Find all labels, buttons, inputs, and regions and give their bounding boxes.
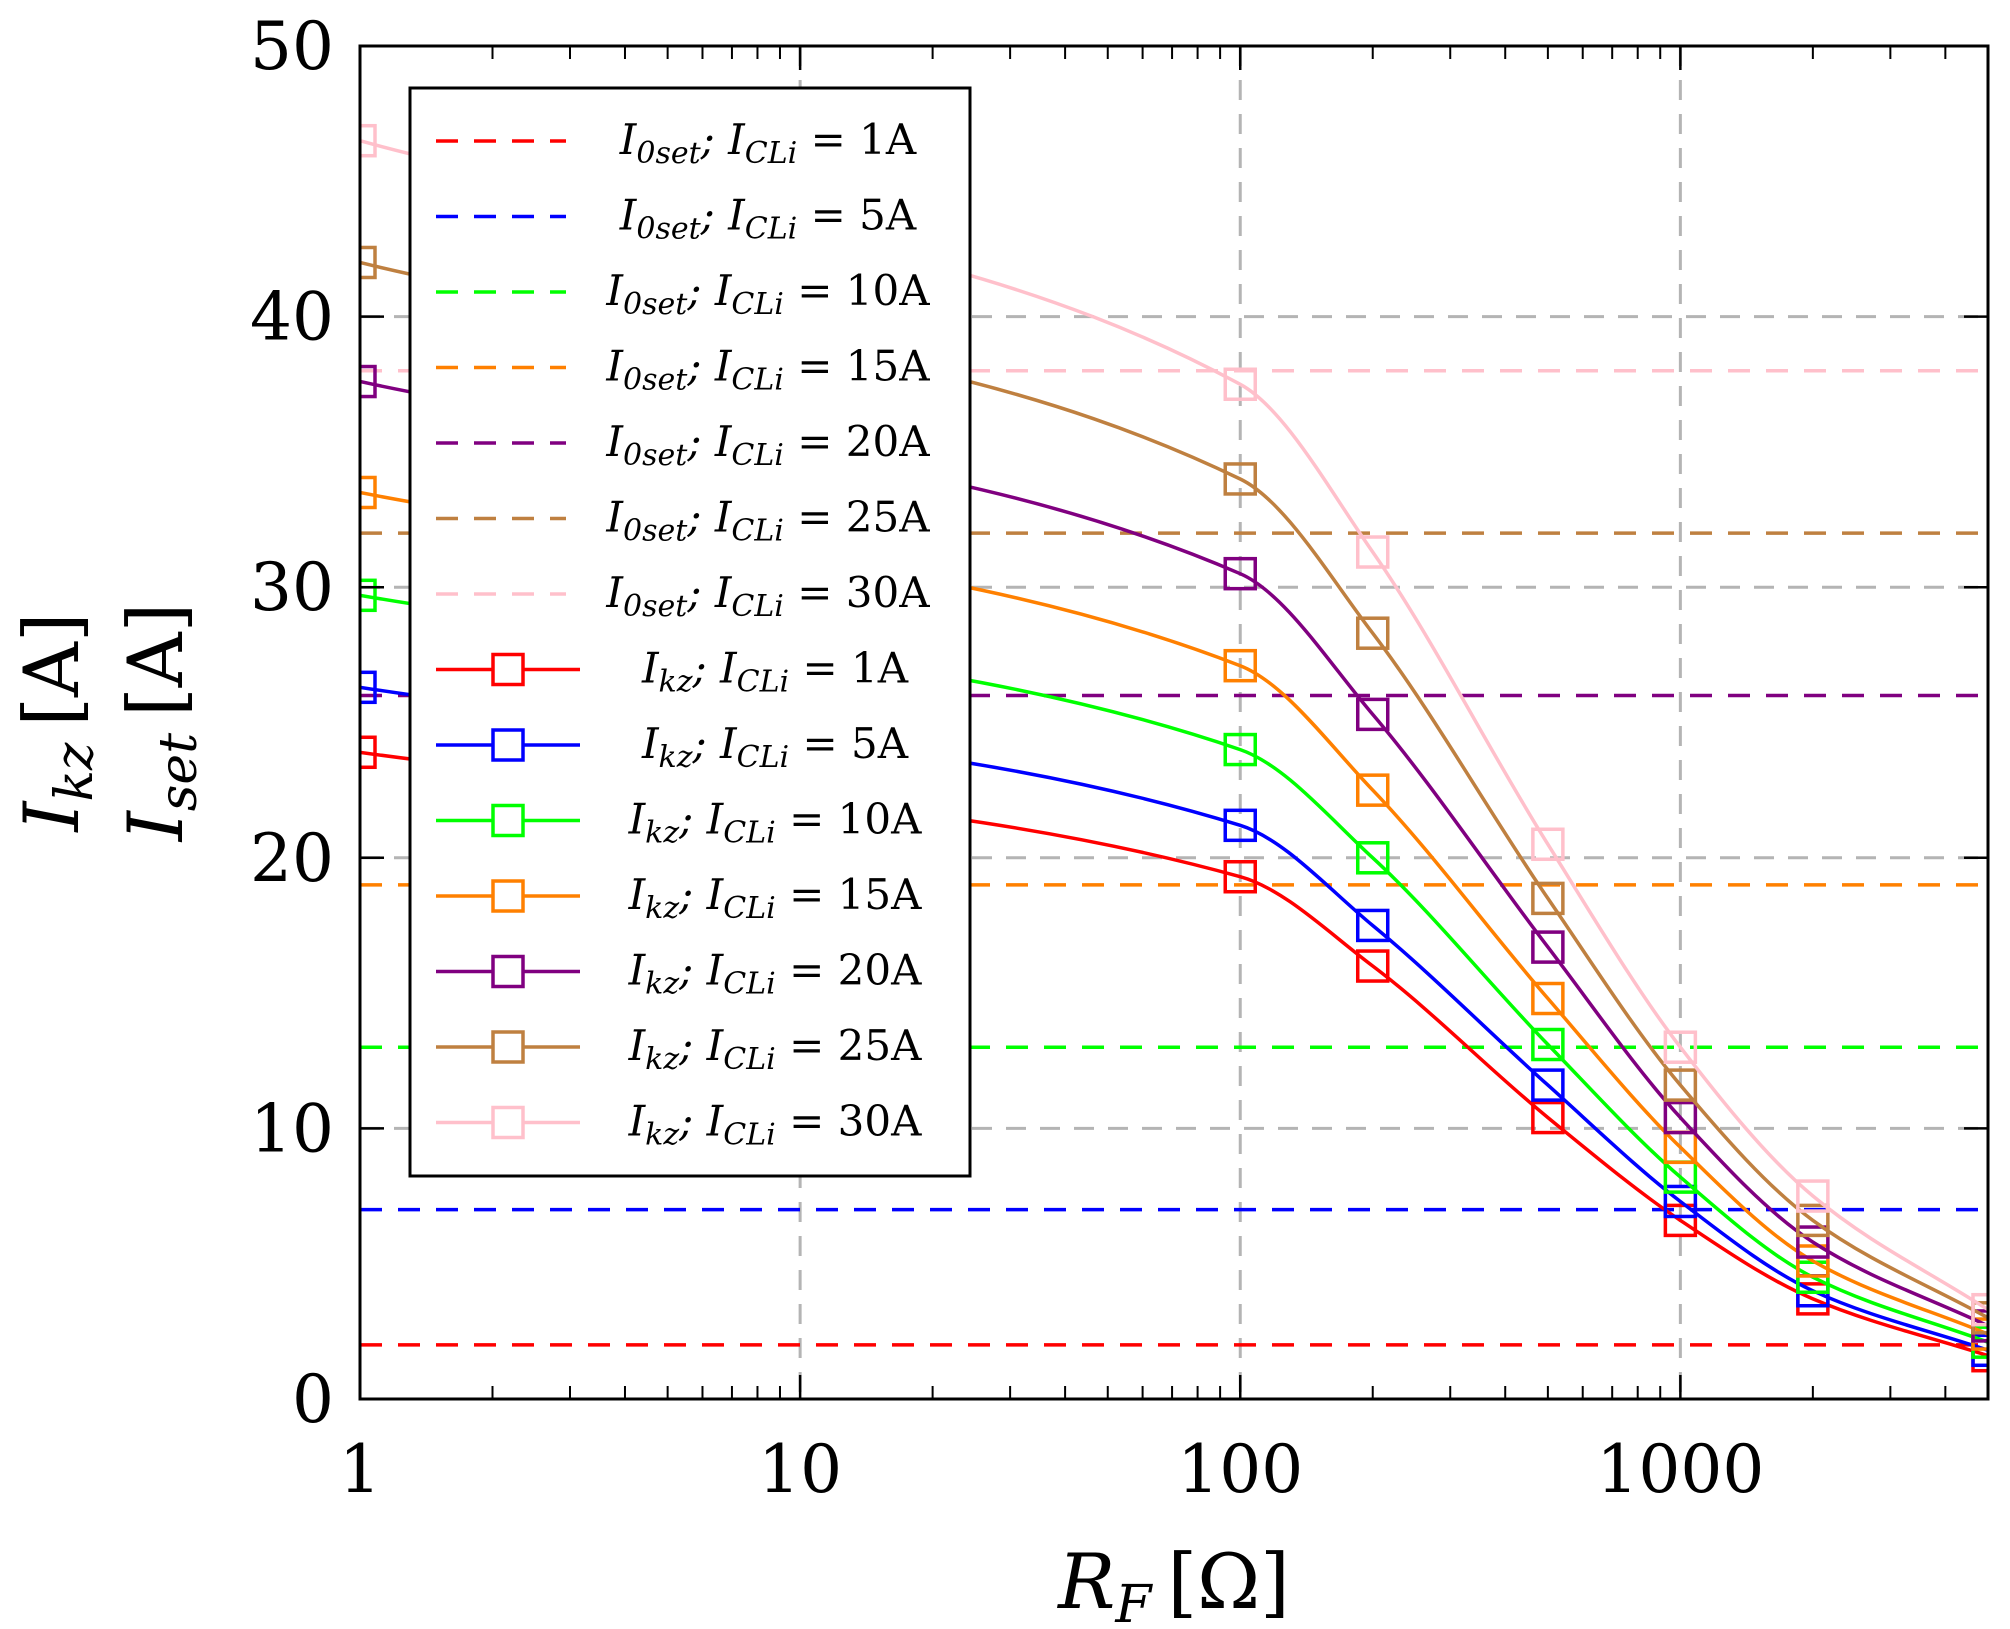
legend-label: Ikz; ICLi = 20A [628, 946, 922, 1002]
data-point-marker [1223, 859, 1257, 894]
x-tick-label: 1000 [1596, 1431, 1764, 1508]
legend-label: I0set; ICLi = 30A [605, 568, 930, 624]
data-point-marker [1531, 827, 1565, 862]
plot-frame [358, 44, 1990, 1401]
data-point-marker [1796, 1203, 1830, 1238]
legend-marker [491, 652, 525, 687]
x-tick-label: 100 [1177, 1431, 1303, 1508]
data-point-marker [1355, 949, 1390, 983]
data-point-marker [1223, 462, 1257, 496]
data-point-marker [1531, 1027, 1565, 1062]
legend-label: Ikz; ICLi = 15A [628, 870, 922, 926]
legend-marker [491, 879, 525, 913]
legend-label: I0set; ICLi = 1A [619, 115, 917, 171]
y-tick-label: 10 [250, 1090, 334, 1167]
tick-labels: 1 10 100 1000 0 10 20 30 40 50 [250, 8, 1764, 1508]
legend-box [408, 86, 972, 1178]
legend-marker [491, 728, 525, 762]
data-point-marker [1796, 1244, 1830, 1278]
data-point-marker [1223, 367, 1257, 401]
data-point-marker [1223, 732, 1257, 767]
data-point-marker [360, 123, 377, 158]
data-point-marker [1531, 981, 1565, 1016]
minor-ticks [491, 46, 1989, 1399]
data-point-marker [360, 364, 377, 399]
y-tick-label: 50 [250, 8, 334, 85]
data-point-marker [360, 578, 377, 613]
y-axis-label-ikz: Ikz[A] [7, 612, 105, 833]
axis-ticks [358, 44, 1988, 1401]
data-point-marker [1531, 1100, 1565, 1135]
data-point-marker [1663, 1184, 1698, 1219]
legend-label: Ikz; ICLi = 30A [628, 1097, 922, 1153]
legend-label: I0set; ICLi = 15A [605, 342, 930, 398]
data-point-marker [360, 245, 377, 280]
data-point-marker [1531, 881, 1565, 916]
legend-label: I0set; ICLi = 10A [605, 266, 930, 322]
legend-marker [491, 1105, 525, 1140]
data-point-marker [1223, 648, 1257, 683]
data-point-marker [1355, 535, 1390, 569]
data-point-marker [1663, 1100, 1698, 1135]
x-axis-label: RF [Ω] [1056, 1537, 1290, 1629]
data-point-marker [1355, 773, 1390, 807]
legend-label: I0set; ICLi = 5A [619, 191, 917, 247]
data-point-marker [1971, 1292, 1988, 1327]
data-point-marker [360, 475, 377, 510]
data-point-marker [1355, 697, 1390, 732]
x-tick-label: 1 [339, 1431, 381, 1508]
data-point-marker [1796, 1179, 1830, 1213]
legend-marker [491, 803, 525, 838]
legend: I0set; ICLi = 1A I0set; ICLi = 5A I0set; I… [408, 86, 972, 1178]
data-point-marker [1796, 1225, 1830, 1259]
data-point-marker [1663, 1203, 1698, 1238]
y-tick-label: 0 [292, 1361, 334, 1438]
legend-label: Ikz; ICLi = 1A [641, 644, 909, 700]
data-point-marker [1355, 841, 1390, 875]
legend-marker [491, 954, 525, 989]
data-point-marker [1531, 1068, 1565, 1102]
data-point-marker [1223, 808, 1257, 843]
y-tick-label: 30 [250, 549, 334, 626]
legend-marker [491, 1030, 525, 1064]
legend-label: Ikz; ICLi = 25A [628, 1021, 922, 1077]
y-tick-label: 20 [250, 820, 334, 897]
data-point-marker [1663, 1068, 1698, 1102]
y-axis-label-iset: Iset[A] [111, 603, 209, 844]
y-tick-label: 40 [250, 279, 334, 356]
data-point-marker [1663, 1030, 1698, 1064]
data-point-marker [1355, 616, 1390, 650]
legend-label: Ikz; ICLi = 5A [641, 719, 909, 775]
data-point-marker [1355, 908, 1390, 943]
data-point-marker [360, 670, 377, 705]
data-point-marker [1223, 556, 1257, 591]
legend-label: Ikz; ICLi = 10A [628, 795, 922, 851]
legend-label: I0set; ICLi = 25A [605, 493, 930, 549]
x-tick-label: 10 [758, 1431, 842, 1508]
data-point-marker [1531, 930, 1565, 964]
legend-label: I0set; ICLi = 20A [605, 417, 930, 473]
data-point-marker [360, 735, 377, 770]
